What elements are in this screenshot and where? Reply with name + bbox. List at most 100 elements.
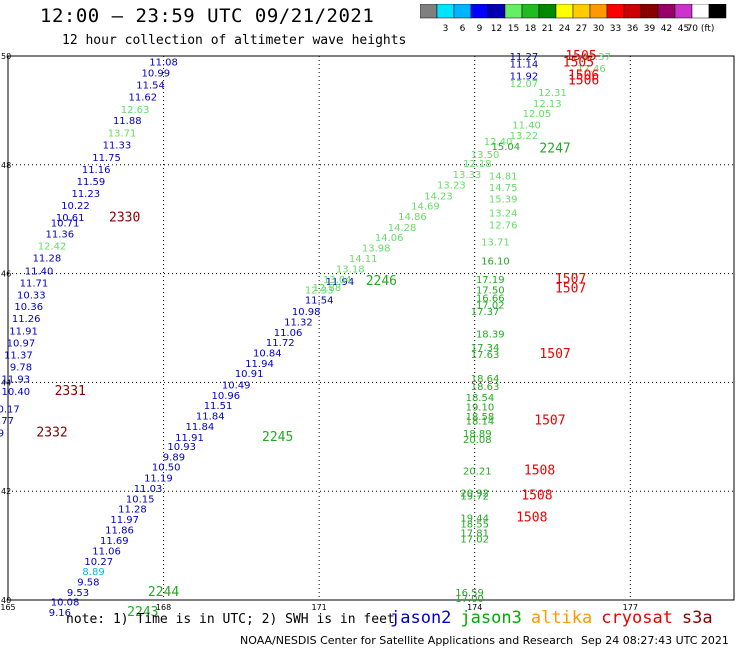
wave-height-label: 12.46 xyxy=(577,64,606,75)
pass-time-label: 2243 xyxy=(127,605,158,620)
generation-timestamp: Sep 24 08:27:43 UTC 2021 xyxy=(581,634,729,647)
wave-height-label: 10.97 xyxy=(7,339,36,350)
wave-height-label: 13.71 xyxy=(481,238,510,249)
wave-height-label: 10.27 xyxy=(84,557,113,568)
wave-height-label: 11.28 xyxy=(33,253,62,264)
wave-height-label: 16.66 xyxy=(476,294,505,305)
wave-height-label: 12.42 xyxy=(38,241,67,252)
wave-height-label: 11.59 xyxy=(77,177,106,188)
wave-height-label: 11.40 xyxy=(25,266,54,277)
wave-height-label: 11.28 xyxy=(118,505,147,516)
wave-height-label: 11.94 xyxy=(245,359,274,370)
wave-height-label: 10.96 xyxy=(211,391,240,402)
wave-height-label: 12.88 xyxy=(313,283,342,294)
wave-height-label: 10.93 xyxy=(167,442,196,453)
lat-tick-label: 50 xyxy=(1,52,11,61)
scale-label: 9 xyxy=(477,24,483,34)
wave-height-label: 13.50 xyxy=(471,150,500,161)
wave-height-label: 11.62 xyxy=(129,92,158,103)
wave-height-label: 13.24 xyxy=(489,209,518,220)
legend-cryosat: cryosat xyxy=(601,608,673,628)
wave-height-label: 11.93 xyxy=(1,375,30,386)
wave-height-label: 11.32 xyxy=(284,317,313,328)
pass-time-label: 1507 xyxy=(555,272,586,287)
pass-time-label: 1507 xyxy=(534,413,565,428)
pass-time-label: 2245 xyxy=(262,430,293,445)
wave-height-label: 10.33 xyxy=(17,290,46,301)
pass-time-label: 2331 xyxy=(55,384,86,399)
scale-label: 24 xyxy=(559,24,571,34)
scale-label: 15 xyxy=(508,24,519,34)
pass-time-label: 1506 xyxy=(568,69,599,84)
wave-height-label: 11.36 xyxy=(46,229,75,240)
wave-height-label: 11.97 xyxy=(110,515,139,526)
scale-label: 70 (ft) xyxy=(687,24,715,34)
pass-time-label: 2246 xyxy=(366,274,397,289)
lat-tick-label: 48 xyxy=(1,161,11,170)
wave-height-label: 11.71 xyxy=(20,278,49,289)
wave-height-label: 10.84 xyxy=(253,348,282,359)
pass-time-label: 1505 xyxy=(565,49,596,64)
scale-label: 18 xyxy=(525,24,537,34)
wave-height-label: 20.08 xyxy=(463,435,492,446)
wave-height-label: 10.50 xyxy=(152,463,181,474)
wave-height-label: 12.37 xyxy=(582,52,611,63)
pass-time-label: 2330 xyxy=(109,211,140,226)
scale-label: 3 xyxy=(443,24,449,34)
page-title: 12:00 – 23:59 UTC 09/21/2021 xyxy=(40,5,375,27)
wave-height-label: 11.27 xyxy=(510,52,539,63)
credit-line: NOAA/NESDIS Center for Satellite Applica… xyxy=(240,634,574,647)
wave-height-label: 18.39 xyxy=(476,329,505,340)
lon-tick-label: 171 xyxy=(312,603,327,612)
wave-height-label: 18.89 xyxy=(463,429,492,440)
wave-height-label: 10.91 xyxy=(235,369,264,380)
wave-height-label: 10.17 xyxy=(0,405,20,416)
scale-label: 27 xyxy=(576,24,587,34)
wave-height-label: 11.92 xyxy=(510,72,539,83)
pass-time-label: 1507 xyxy=(539,347,570,362)
pass-time-label: 1508 xyxy=(516,510,547,525)
wave-height-label: 17.37 xyxy=(471,307,500,318)
scale-label: 45 xyxy=(678,24,689,34)
wave-height-label: 9.77 xyxy=(0,416,14,427)
scale-label: 6 xyxy=(460,24,466,34)
pass-time-label: 1505 xyxy=(563,56,594,71)
wave-height-label: 14.75 xyxy=(489,183,518,194)
scale-label: 39 xyxy=(644,24,656,34)
wave-height-label: 12.40 xyxy=(484,137,513,148)
scale-label: 21 xyxy=(542,24,553,34)
wave-height-label: 11.94 xyxy=(326,277,355,288)
wave-height-label: 16.59 xyxy=(455,588,484,599)
wave-height-label: 11.40 xyxy=(512,121,541,132)
pass-time-label: 1508 xyxy=(524,464,555,479)
wave-height-label: 11.84 xyxy=(196,412,225,423)
wave-height-label: 14.81 xyxy=(489,172,518,183)
wave-height-label: 11.54 xyxy=(136,80,165,91)
wave-height-label: 12.63 xyxy=(121,105,150,116)
wave-height-label: 11.14 xyxy=(510,60,539,71)
wave-height-label: 13.18 xyxy=(336,265,365,276)
wave-height-label: 11.88 xyxy=(113,116,142,127)
satellite-legend: jason2 jason3 altika cryosat s3a xyxy=(390,608,722,628)
lat-tick-label: 44 xyxy=(1,378,11,387)
legend-jason3: jason3 xyxy=(460,608,522,628)
wave-height-map: 165 168 171 174 17750484644424011.0810.9911.… xyxy=(0,49,735,620)
wave-height-label: 11.06 xyxy=(92,546,121,557)
wave-height-label: 9.16 xyxy=(49,608,71,619)
wave-height-label: 15.39 xyxy=(489,195,518,206)
wave-height-label: 20.92 xyxy=(460,488,489,499)
wave-height-label: 19.10 xyxy=(466,402,495,413)
pass-time-label: 1507 xyxy=(555,281,586,296)
wave-height-label: 17.19 xyxy=(476,275,505,286)
wave-height-label: 14.28 xyxy=(388,223,417,234)
wave-height-label: 17.63 xyxy=(471,350,500,361)
wave-height-label: 10.22 xyxy=(61,201,90,212)
wave-height-label: 17.81 xyxy=(460,529,489,540)
wave-height-label: 11.51 xyxy=(204,401,233,412)
wave-height-label: 13.71 xyxy=(108,129,137,140)
wave-height-label: 13.23 xyxy=(437,180,466,191)
wave-height-label: 14.23 xyxy=(424,191,453,202)
wave-height-label: 11.16 xyxy=(82,165,111,176)
wave-height-label: 18.54 xyxy=(466,393,495,404)
lat-tick-label: 46 xyxy=(1,270,11,279)
